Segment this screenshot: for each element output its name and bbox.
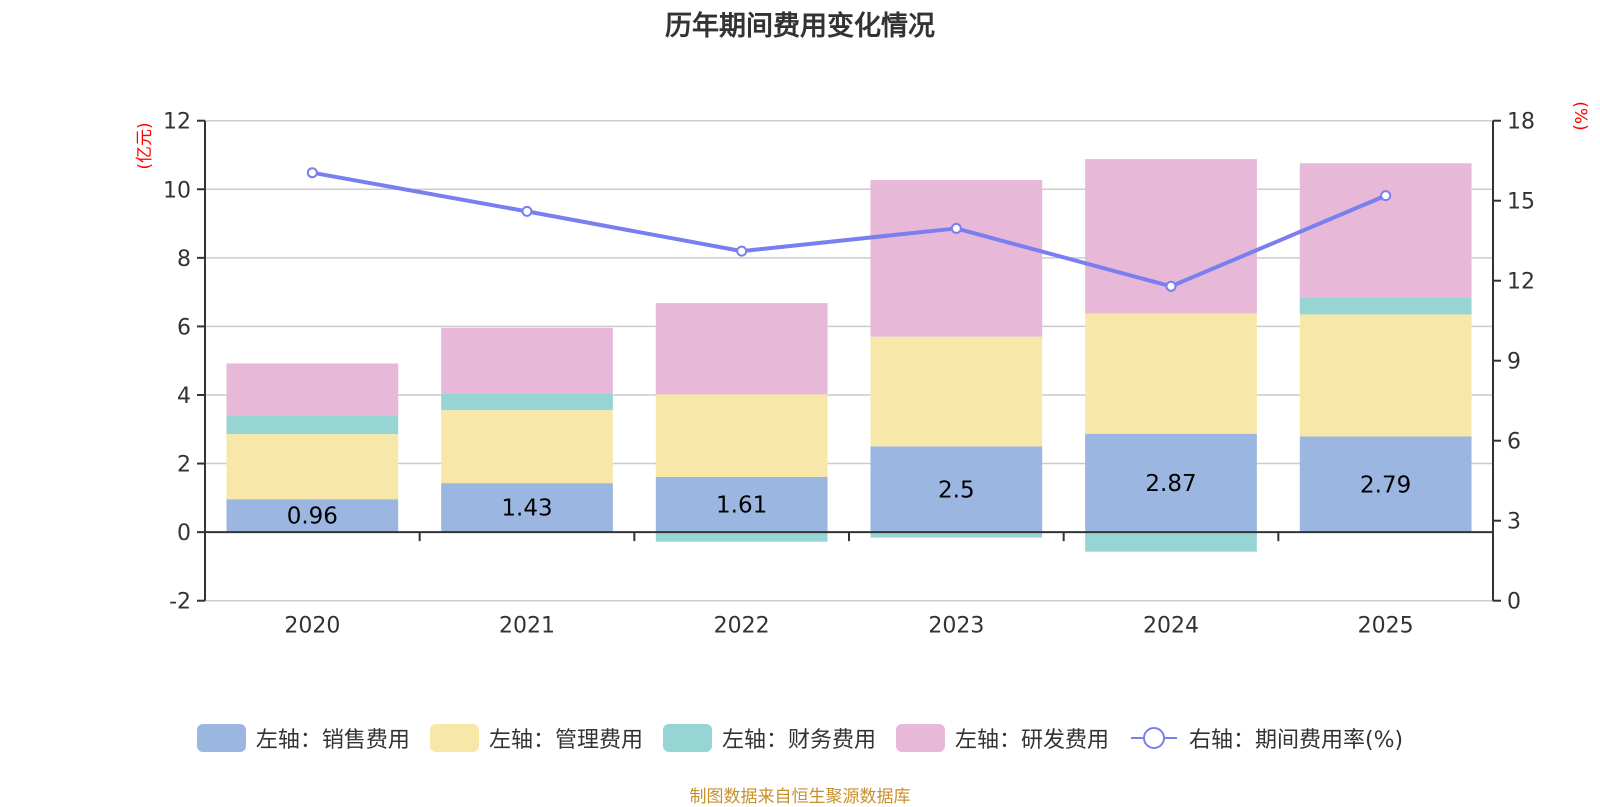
bar-sales-2025	[1299, 436, 1472, 533]
legend-label: 左轴：财务费用	[721, 728, 876, 753]
rate-point-2024	[1165, 280, 1177, 292]
legend-item-sales[interactable]: 左轴：销售费用	[196, 722, 410, 754]
chart-area: -2 0 2 4 6 8 10 12 0 3 6 9 12 15 18 2020 2021 2022 2023 202…	[135, 101, 1590, 639]
rate-line-series	[306, 167, 1392, 292]
legend-item-finance[interactable]: 左轴：财务费用	[662, 722, 876, 754]
bar-finance-2020	[226, 415, 399, 435]
legend-label: 左轴：研发费用	[954, 728, 1109, 753]
legend-line-marker-icon	[1130, 727, 1177, 749]
left-axis-tick-label: 4	[177, 384, 191, 409]
legend-item-rnd[interactable]: 左轴：研发费用	[895, 722, 1109, 754]
x-axis-tick-label: 2023	[928, 614, 984, 639]
rate-line	[311, 170, 1387, 289]
legend-swatch-icon	[895, 724, 945, 752]
bar-finance-2023	[870, 532, 1043, 538]
legend-swatch-icon	[429, 724, 479, 752]
left-axis-tick-label: 2	[177, 453, 191, 478]
data-label-sales: 1.61	[716, 493, 767, 519]
legend-item-management[interactable]: 左轴：管理费用	[429, 722, 643, 754]
right-axis-tick-label: 3	[1507, 510, 1521, 535]
bar-management-2022	[655, 394, 828, 477]
bar-rnd-2021	[441, 327, 613, 394]
x-axis-tick-label: 2024	[1143, 614, 1199, 639]
bar-management-2025	[1299, 314, 1472, 437]
legend: 左轴：销售费用 左轴：管理费用 左轴：财务费用 左轴：研发费用 右轴：期间费用率(%)	[0, 722, 1600, 754]
bar-finance-2021	[441, 393, 613, 411]
bar-management-2023	[870, 336, 1043, 447]
bar-management-2021	[441, 410, 613, 484]
x-axis-tick-label: 2021	[499, 614, 555, 639]
bar-sales-2024	[1085, 433, 1257, 533]
legend-swatch-icon	[662, 724, 712, 752]
legend-item-rate_line[interactable]: 右轴：期间费用率(%)	[1129, 722, 1403, 754]
left-axis-tick-label: 8	[177, 247, 191, 272]
left-axis-tick-label: 10	[163, 178, 191, 203]
rate-point-2023	[950, 222, 962, 234]
bar-sales-2022	[655, 476, 828, 533]
axes: -2 0 2 4 6 8 10 12 0 3 6 9 12 15 18 2020 2021 2022 2023 202…	[163, 110, 1535, 639]
left-axis-tick-label: -2	[169, 590, 191, 615]
rate-point-2025	[1380, 190, 1392, 202]
chart-title: 历年期间费用变化情况	[665, 11, 935, 42]
right-axis-tick-label: 6	[1507, 430, 1521, 455]
right-axis-unit: (%)	[1570, 101, 1590, 130]
bar-series	[226, 159, 1472, 552]
bar-rnd-2020	[226, 363, 399, 416]
x-axis-tick-label: 2022	[714, 614, 770, 639]
bar-rnd-2022	[655, 303, 828, 395]
x-axis-tick-label: 2025	[1358, 614, 1414, 639]
rate-point-2020	[306, 167, 318, 179]
right-axis-tick-label: 12	[1507, 270, 1535, 295]
bar-sales-2021	[441, 483, 613, 533]
gridlines	[205, 119, 1493, 602]
right-axis-tick-label: 15	[1507, 190, 1535, 215]
bar-rnd-2023	[870, 180, 1043, 337]
legend-label: 右轴：期间费用率(%)	[1188, 728, 1404, 753]
data-label-sales: 2.87	[1145, 471, 1196, 497]
x-axis-tick-label: 2020	[284, 614, 340, 639]
data-label-sales: 2.79	[1360, 472, 1411, 498]
left-axis-unit: (亿元)	[135, 122, 155, 169]
bar-management-2020	[226, 434, 399, 500]
left-axis-tick-label: 6	[177, 315, 191, 340]
data-label-sales: 0.96	[287, 504, 338, 530]
right-axis-tick-label: 9	[1507, 350, 1521, 375]
data-label-sales: 2.5	[938, 477, 975, 503]
bar-rnd-2025	[1299, 163, 1472, 298]
data-source-note: 制图数据来自恒生聚源数据库	[689, 787, 911, 807]
bar-finance-2025	[1299, 297, 1472, 315]
legend-label: 左轴：管理费用	[488, 728, 643, 753]
bar-finance-2024	[1085, 532, 1257, 552]
data-labels: 0.96 1.43 1.61 2.5 2.87 2.79	[287, 471, 1412, 530]
bar-sales-2023	[870, 446, 1043, 533]
legend-label: 左轴：销售费用	[255, 728, 410, 753]
bar-sales-2020	[226, 499, 399, 533]
rate-point-2022	[736, 245, 748, 257]
legend-swatch-icon	[196, 724, 246, 752]
left-axis-tick-label: 0	[177, 521, 191, 546]
rate-point-2021	[521, 205, 533, 217]
right-axis-tick-label: 18	[1507, 110, 1535, 135]
bar-finance-2022	[655, 532, 828, 542]
left-axis-tick-label: 12	[163, 110, 191, 135]
bar-management-2024	[1085, 313, 1257, 434]
data-label-sales: 1.43	[501, 496, 552, 522]
right-axis-tick-label: 0	[1507, 590, 1521, 615]
